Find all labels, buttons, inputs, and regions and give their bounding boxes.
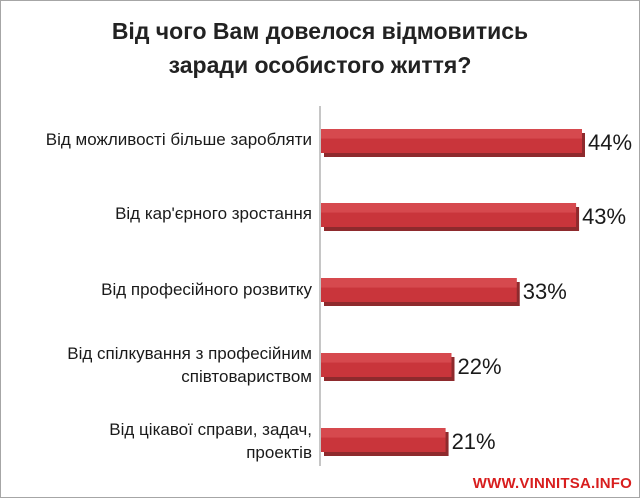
value-label-3: 33% bbox=[523, 279, 567, 304]
category-label-2: Від кар'єрного зростання bbox=[12, 202, 312, 225]
bar-highlight-5 bbox=[321, 428, 446, 438]
bar-highlight-3 bbox=[321, 278, 517, 288]
value-label-4: 22% bbox=[458, 354, 502, 379]
value-label-2: 43% bbox=[582, 204, 626, 229]
category-label-1-line-1: Від можливості більше заробляти bbox=[45, 130, 312, 149]
category-label-4-line-1: Від спілкування з професійним bbox=[67, 344, 312, 363]
bar-series: 44% 43% 33% 22% 21% bbox=[321, 129, 632, 456]
chart-title-line-1: Від чого Вам довелося відмовитись bbox=[111, 18, 529, 44]
value-label-1: 44% bbox=[588, 130, 632, 155]
value-label-5: 21% bbox=[452, 429, 496, 454]
bar-highlight-2 bbox=[321, 203, 577, 213]
category-label-5-line-1: Від цікавої справи, задач, bbox=[109, 420, 312, 439]
watermark-text: WWW.VINNITSA.INFO bbox=[472, 475, 632, 492]
category-label-5-line-2: проектів bbox=[246, 443, 312, 462]
category-label-3: Від професійного розвитку bbox=[12, 278, 312, 301]
category-label-1: Від можливості більше заробляти bbox=[12, 128, 312, 151]
category-label-4: Від спілкування з професійним співтовари… bbox=[12, 342, 312, 388]
bar-highlight-4 bbox=[321, 353, 452, 363]
category-label-5: Від цікавої справи, задач, проектів bbox=[12, 418, 312, 464]
category-label-3-line-1: Від професійного розвитку bbox=[101, 280, 312, 299]
chart-title-line-2: заради особистого життя? bbox=[168, 52, 472, 78]
bar-highlight-1 bbox=[321, 129, 582, 139]
category-label-2-line-1: Від кар'єрного зростання bbox=[115, 204, 312, 223]
chart-title: Від чого Вам довелося відмовитись заради… bbox=[0, 14, 640, 82]
category-label-4-line-2: співтовариством bbox=[181, 367, 312, 386]
